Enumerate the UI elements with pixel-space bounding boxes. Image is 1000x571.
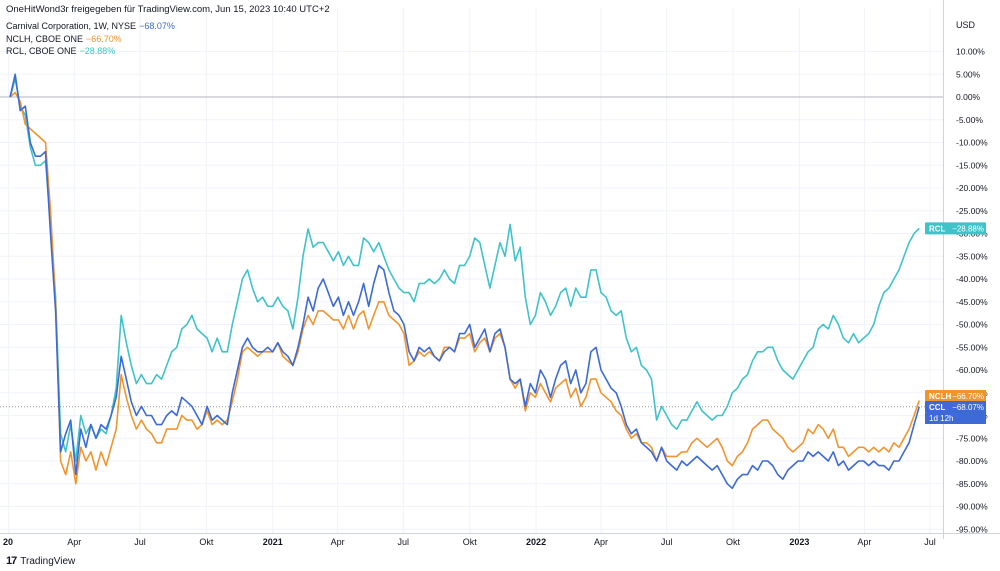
countdown-label: 1d 12h — [929, 414, 953, 423]
x-tick-label: Apr — [67, 537, 81, 547]
x-tick-label: 2023 — [789, 537, 809, 547]
x-tick-label: Jul — [924, 537, 936, 547]
legend-value: −66.70% — [86, 33, 122, 44]
x-tick-label: Okt — [463, 537, 478, 547]
axis-tag-value: −28.88% — [952, 224, 984, 233]
axis-tag-symbol: CCL — [929, 403, 946, 412]
axis-tag-nclh: NCLH −66.70% — [925, 390, 986, 402]
y-tick-label: -40.00% — [956, 274, 988, 284]
axis-tags: RCL −28.88%NCLH −66.70%CCL −68.07%1d 12h — [925, 222, 986, 424]
axis-tag-symbol: RCL — [929, 224, 946, 233]
y-tick-label: -95.00% — [956, 524, 988, 534]
legend-item-nclh[interactable]: NCLH, CBOE ONE −66.70% — [6, 33, 178, 46]
series-line-ccl[interactable] — [9, 73, 920, 490]
x-tick-label: Apr — [857, 537, 871, 547]
x-tick-label: Jul — [661, 537, 673, 547]
y-tick-label: -50.00% — [956, 320, 988, 330]
series-line-nclh[interactable] — [9, 91, 920, 485]
y-tick-label: -5.00% — [956, 115, 983, 125]
y-tick-label: -25.00% — [956, 206, 988, 216]
y-tick-label: -85.00% — [956, 479, 988, 489]
x-tick-label: Apr — [594, 537, 608, 547]
axis-tag-ccl: CCL −68.07% 1d 12h — [925, 401, 986, 424]
y-tick-label: -35.00% — [956, 251, 988, 261]
legend-name: RCL, CBOE ONE — [6, 46, 77, 56]
x-tick-label: Jul — [134, 537, 146, 547]
axis-tag-value: −68.07% — [952, 403, 984, 412]
y-tick-label: -60.00% — [956, 365, 988, 375]
legend-value: −68.07% — [139, 21, 175, 31]
grid — [0, 8, 943, 533]
legend-name: NCLH, CBOE ONE — [6, 33, 84, 44]
y-axis-unit: USD — [956, 20, 976, 30]
brand-name: TradingView — [20, 555, 76, 567]
axis-tag-symbol: NCLH — [929, 392, 951, 401]
x-tick-label: Okt — [726, 537, 741, 547]
legend-item-ccl[interactable]: Carnival Corporation, 1W, NYSE −68.07% — [6, 20, 178, 33]
header-caption: OneHitWond3r freigegeben für TradingView… — [6, 4, 330, 15]
legend-value: −28.88% — [79, 46, 116, 56]
x-tick-label: 2022 — [526, 537, 546, 547]
y-tick-label: -45.00% — [956, 297, 988, 307]
legend-name: Carnival Corporation, 1W, NYSE — [6, 21, 137, 31]
x-tick-label: Jul — [398, 537, 410, 547]
x-tick-label: 2021 — [263, 537, 283, 547]
legend-item-rcl[interactable]: RCL, CBOE ONE −28.88% — [6, 45, 178, 58]
y-tick-label: -90.00% — [956, 502, 988, 512]
y-tick-label: 5.00% — [956, 69, 981, 79]
x-tick-label: Apr — [331, 537, 345, 547]
series-lines — [9, 73, 920, 490]
legend: Carnival Corporation, 1W, NYSE −68.07% NC… — [6, 20, 178, 58]
x-tick-label: 20 — [3, 537, 13, 547]
y-tick-label: -15.00% — [956, 160, 988, 170]
y-tick-label: -75.00% — [956, 433, 988, 443]
axis-tag-rcl: RCL −28.88% — [925, 222, 986, 235]
y-tick-label: -20.00% — [956, 183, 988, 193]
footer: 17 TradingView — [6, 555, 75, 567]
y-tick-label: -55.00% — [956, 342, 988, 352]
x-axis-ticks: 20 Apr Jul Okt 2021 Apr Jul Okt 2022 Apr Jul Okt 202… — [3, 537, 936, 547]
series-line-rcl[interactable] — [9, 78, 920, 462]
y-tick-label: -10.00% — [956, 138, 988, 148]
y-tick-label: -80.00% — [956, 456, 988, 466]
y-tick-label: 0.00% — [956, 92, 981, 102]
y-tick-label: 10.00% — [956, 47, 985, 57]
x-tick-label: Okt — [199, 537, 214, 547]
y-axis-ticks: 10.00% 5.00% 0.00% -5.00% -10.00% -15.00% -20.… — [956, 47, 988, 535]
axis-tag-value: −66.70% — [952, 392, 984, 401]
tradingview-logo-icon[interactable]: 17 — [6, 555, 17, 567]
